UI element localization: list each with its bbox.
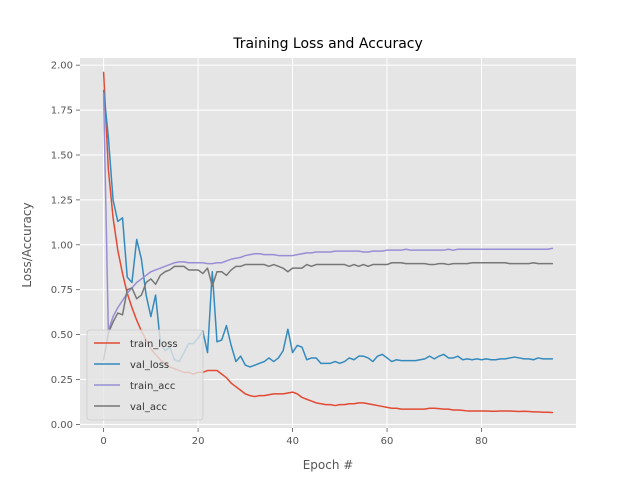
x-tick-label: 40 (286, 436, 299, 447)
y-axis-label: Loss/Accuracy (20, 202, 34, 287)
legend-box (86, 329, 204, 421)
y-axis-ticks: 0.00 0.25 0.50 0.75 1.00 1.25 1.50 1.75 2.00 (51, 61, 80, 431)
legend-label: val_loss (130, 360, 169, 371)
x-axis-ticks: 0 20 40 60 80 (100, 428, 488, 447)
x-tick-label: 80 (475, 436, 488, 447)
y-tick-label: 1.00 (51, 240, 73, 251)
x-tick-label: 20 (192, 436, 205, 447)
legend-label: train_loss (130, 339, 178, 350)
legend-label: val_acc (130, 402, 167, 413)
y-tick-label: 0.75 (51, 285, 73, 296)
x-tick-label: 0 (100, 436, 106, 447)
chart-title: Training Loss and Accuracy (232, 36, 423, 52)
series-line-val-acc (102, 262, 554, 361)
y-tick-label: 2.00 (51, 61, 73, 72)
x-axis-label: Epoch # (303, 458, 354, 472)
x-tick-label: 60 (381, 436, 394, 447)
y-tick-label: 1.25 (51, 195, 73, 206)
legend: train_loss val_loss train_acc val_acc (86, 329, 204, 421)
y-tick-label: 0.50 (51, 330, 73, 341)
grid (80, 58, 576, 428)
y-tick-label: 0.00 (51, 420, 73, 431)
series-line-train-acc (102, 93, 554, 332)
y-tick-label: 1.75 (51, 106, 73, 117)
legend-label: train_acc (130, 381, 175, 392)
y-tick-label: 1.50 (51, 150, 73, 161)
y-tick-label: 0.25 (51, 375, 73, 386)
